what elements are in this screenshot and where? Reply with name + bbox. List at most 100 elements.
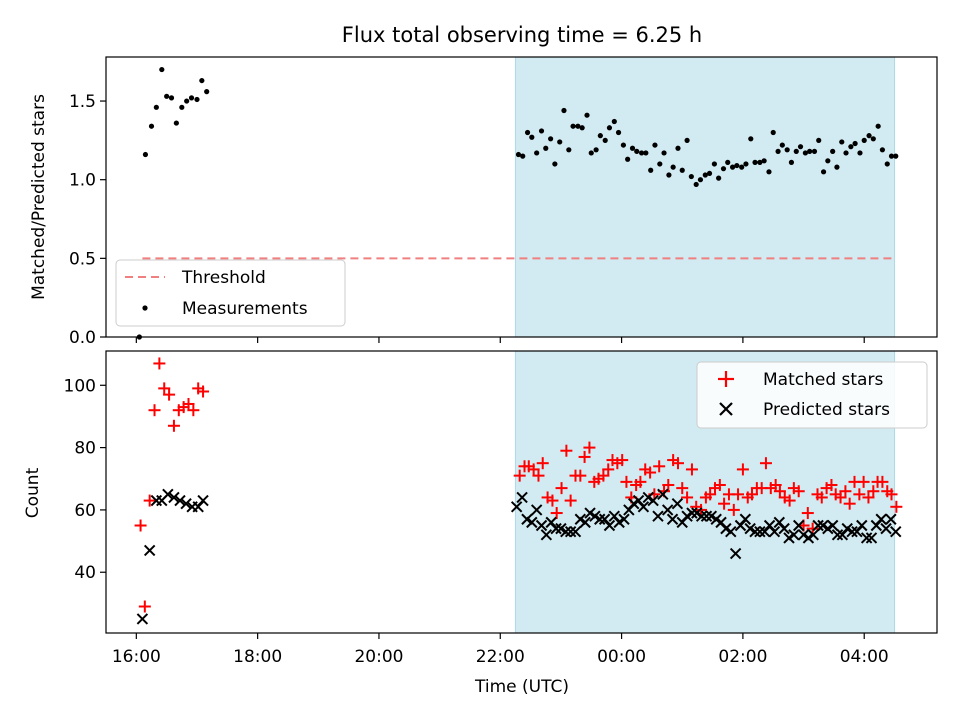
matched-star-point (158, 382, 171, 395)
measurement-point (793, 148, 799, 154)
measurement-point (597, 133, 603, 139)
matched-star-point (153, 357, 166, 370)
measurement-point (153, 104, 159, 110)
matched-star-point (532, 469, 545, 482)
top-legend: Threshold Measurements (115, 259, 346, 327)
matched-star-point (634, 475, 647, 488)
measurement-point (816, 137, 822, 143)
matched-star-point (834, 491, 847, 504)
measurement-point (675, 145, 681, 151)
predicted-star-point (661, 504, 674, 516)
measurement-point (164, 93, 170, 99)
predicted-star-point (666, 513, 679, 525)
predicted-star-point (657, 488, 669, 501)
measurement-point (666, 172, 672, 178)
bottom-x-tick-label: 04:00 (840, 647, 889, 667)
measurement-point (684, 137, 690, 143)
predicted-star-point (603, 519, 616, 532)
measurement-point (561, 107, 567, 114)
measurement-point (697, 177, 704, 183)
matched-star-point (653, 460, 666, 473)
measurement-point (820, 169, 827, 175)
bottom-y-tick-label: 80 (74, 439, 96, 459)
measurement-point (797, 144, 804, 150)
predicted-star-point (792, 519, 805, 532)
predicted-star-point (594, 513, 606, 525)
matched-star-point (138, 600, 151, 613)
predicted-star-point (846, 526, 858, 538)
matched-star-point (843, 497, 856, 510)
bottom-y-axis-label: Count (23, 467, 43, 518)
predicted-star-point (831, 529, 844, 541)
legend-threshold-label: Threshold (181, 268, 266, 288)
predicted-star-point (860, 532, 873, 544)
bottom-x-tick-label: 18:00 (233, 647, 282, 667)
measurement-point (661, 150, 667, 156)
measurement-point (807, 148, 813, 154)
matched-star-point (713, 478, 726, 491)
predicted-star-point (143, 544, 156, 557)
measurement-point (552, 161, 558, 167)
predicted-star-point (564, 526, 577, 538)
measurement-point (693, 181, 699, 188)
measurement-point (866, 133, 872, 139)
predicted-star-point (725, 526, 737, 538)
bottom-panel: 40 60 80 100 16:00 18:00 20:00 22:00 00:00 02:00… (23, 350, 938, 697)
matched-star-point (597, 469, 610, 482)
measurement-point (802, 150, 808, 156)
measurement-point (834, 164, 840, 170)
top-shaded-span (514, 56, 896, 338)
measurement-point (884, 161, 890, 167)
legend-matched-swatch (718, 371, 734, 387)
measurement-point (739, 164, 745, 170)
matched-star-point (792, 485, 805, 498)
matched-star-point (143, 494, 156, 507)
measurement-point (879, 147, 886, 153)
matched-star-point (197, 385, 210, 398)
matched-star-point (163, 388, 176, 401)
measurement-point (702, 172, 708, 178)
measurement-point (606, 125, 613, 131)
measurement-point (857, 150, 863, 156)
measurement-point (579, 125, 585, 131)
measurement-point (168, 95, 175, 101)
top-y-tick-label: 1.5 (69, 92, 96, 112)
predicted-star-points (136, 488, 902, 625)
predicted-star-point (168, 491, 180, 504)
bottom-x-axis: 16:00 18:00 20:00 22:00 00:00 02:00 04:00 (112, 633, 889, 667)
matched-star-point (815, 491, 828, 504)
measurement-point (711, 161, 717, 167)
measurement-point (148, 123, 155, 129)
top-axes-frame (105, 56, 938, 338)
measurement-point (520, 153, 526, 159)
measurement-point (570, 123, 576, 129)
predicted-star-point (516, 491, 528, 504)
predicted-star-point (778, 522, 790, 535)
measurement-point (588, 150, 594, 156)
predicted-star-point (856, 519, 868, 532)
measurement-point (888, 153, 895, 159)
measurement-point (729, 164, 736, 170)
measurement-point (688, 173, 694, 180)
measurement-point (543, 145, 549, 151)
predicted-star-point (788, 529, 800, 541)
measurement-point (548, 136, 554, 142)
measurement-point (706, 170, 713, 177)
predicted-star-point (890, 526, 902, 538)
measurement-point (643, 150, 649, 156)
predicted-star-point (569, 526, 582, 538)
predicted-star-point (686, 507, 698, 519)
bottom-y-axis: 40 60 80 100 (64, 376, 106, 583)
measurement-point (893, 153, 899, 159)
measurement-point (557, 139, 563, 145)
measurement-point (602, 137, 608, 143)
measurement-point (634, 148, 640, 154)
predicted-star-point (174, 494, 186, 507)
matched-star-point (527, 463, 540, 476)
measurement-point (199, 77, 205, 84)
top-panel: 0.0 0.5 1.0 1.5 Matched/Predicted stars Thr… (29, 56, 938, 348)
measurement-point (620, 142, 627, 148)
matched-star-point (862, 491, 875, 504)
legend-measurements-label: Measurements (182, 299, 308, 319)
measurement-point (179, 104, 185, 110)
